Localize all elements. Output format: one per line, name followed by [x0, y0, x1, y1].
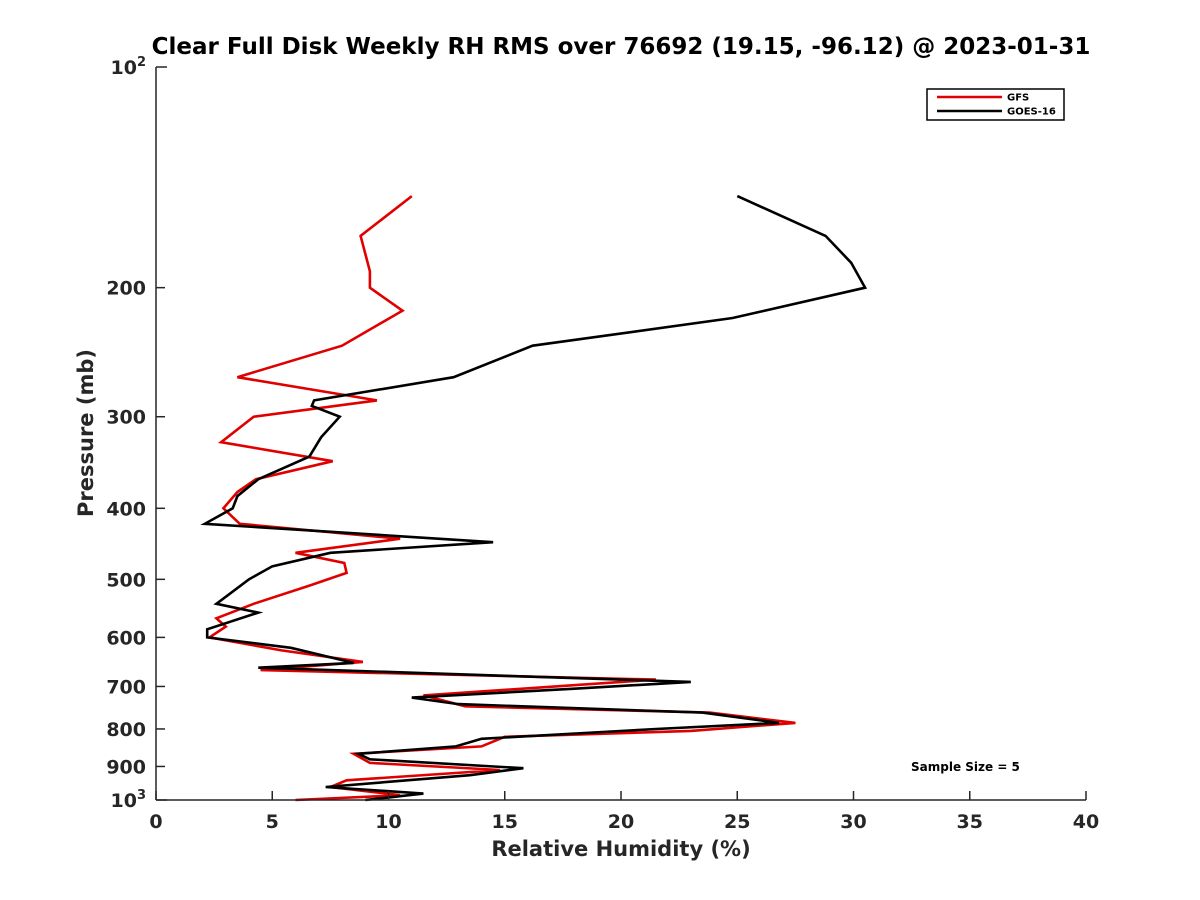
legend-label-gfs: GFS [1007, 93, 1029, 104]
series-layer [200, 194, 868, 802]
y-tick-label: 400 [106, 498, 146, 520]
y-tick-label: 800 [106, 719, 146, 741]
y-axis-ticks: 200 300 400 500 600 700 800 900 102 103 [106, 55, 167, 812]
x-tick-label: 25 [724, 811, 750, 833]
x-tick-label: 35 [957, 811, 983, 833]
y-tick-label: 600 [106, 627, 146, 649]
chart-title: Clear Full Disk Weekly RH RMS over 76692… [152, 34, 1091, 60]
series-line-gfs [206, 195, 796, 802]
x-tick-label: 5 [266, 811, 279, 833]
legend: GFS GOES-16 [926, 88, 1065, 121]
y-tick-label: 700 [106, 676, 146, 698]
x-axis-title: Relative Humidity (%) [491, 837, 750, 861]
y-tick-label: 900 [106, 756, 146, 778]
x-axis-ticks: 0 5 10 15 20 25 30 35 40 [149, 791, 1099, 833]
x-tick-label: 0 [149, 811, 162, 833]
legend-box [926, 88, 1065, 121]
x-tick-label: 20 [608, 811, 634, 833]
y-axis-title: Pressure (mb) [74, 349, 98, 517]
plot-area [156, 67, 1086, 800]
legend-label-goes16: GOES-16 [1007, 107, 1056, 118]
series-line-goes16 [200, 194, 868, 802]
x-tick-label: 15 [492, 811, 518, 833]
x-tick-label: 40 [1073, 811, 1099, 833]
y-tick-label: 500 [106, 569, 146, 591]
y-tick-label: 300 [106, 407, 146, 429]
x-tick-label: 30 [840, 811, 866, 833]
x-tick-label: 10 [375, 811, 401, 833]
y-tick-label: 200 [106, 278, 146, 300]
y-decade-tick-label: 102 [111, 55, 147, 79]
sample-size-annotation: Sample Size = 5 [911, 760, 1020, 774]
y-decade-tick-label: 103 [111, 788, 147, 812]
